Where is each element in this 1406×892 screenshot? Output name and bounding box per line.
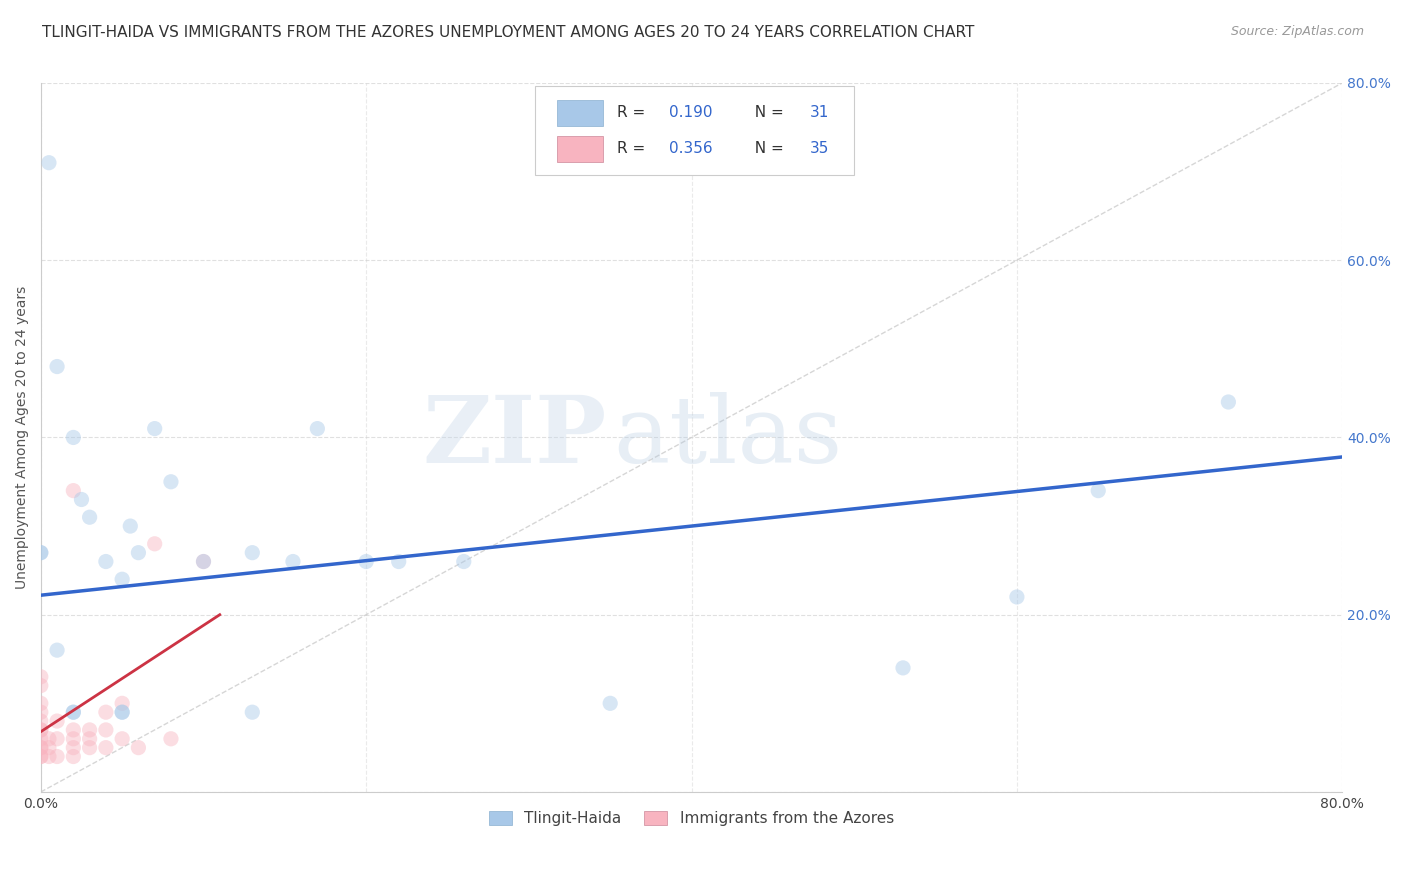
Point xyxy=(111,696,134,710)
Point xyxy=(70,492,93,507)
Point xyxy=(94,555,117,569)
Text: N =: N = xyxy=(745,141,789,156)
Point xyxy=(891,661,914,675)
Point xyxy=(62,705,84,719)
Bar xyxy=(558,136,603,161)
Point xyxy=(160,475,183,489)
Point xyxy=(46,749,69,764)
Text: 35: 35 xyxy=(810,141,830,156)
Text: atlas: atlas xyxy=(613,392,842,483)
FancyBboxPatch shape xyxy=(536,87,855,175)
Point xyxy=(62,740,84,755)
Point xyxy=(307,421,329,435)
Point xyxy=(1087,483,1109,498)
Point xyxy=(193,555,215,569)
Point xyxy=(46,359,69,374)
Point xyxy=(30,740,52,755)
Text: 0.356: 0.356 xyxy=(669,141,713,156)
Point xyxy=(30,740,52,755)
Point xyxy=(354,555,377,569)
Point xyxy=(38,731,60,746)
Point xyxy=(62,430,84,444)
Point xyxy=(30,723,52,737)
Point xyxy=(79,723,101,737)
Point xyxy=(30,749,52,764)
Point xyxy=(143,537,166,551)
Point xyxy=(46,714,69,728)
Point xyxy=(30,731,52,746)
Point xyxy=(193,555,215,569)
Point xyxy=(453,555,475,569)
Point xyxy=(143,421,166,435)
Point xyxy=(120,519,142,533)
Point xyxy=(30,714,52,728)
Point xyxy=(1005,590,1028,604)
Text: 31: 31 xyxy=(810,105,830,120)
Point xyxy=(94,740,117,755)
Point xyxy=(30,670,52,684)
Point xyxy=(38,749,60,764)
Point xyxy=(79,510,101,524)
Point xyxy=(30,546,52,560)
Point xyxy=(30,723,52,737)
Point xyxy=(79,740,101,755)
Point xyxy=(62,731,84,746)
Point xyxy=(388,555,411,569)
Text: R =: R = xyxy=(617,141,651,156)
Point xyxy=(240,705,263,719)
Point xyxy=(30,679,52,693)
Text: 0.190: 0.190 xyxy=(669,105,713,120)
Text: N =: N = xyxy=(745,105,789,120)
Point xyxy=(1218,395,1240,409)
Point xyxy=(62,749,84,764)
Text: ZIP: ZIP xyxy=(423,392,607,483)
Point xyxy=(111,705,134,719)
Bar xyxy=(558,100,603,126)
Point xyxy=(127,740,149,755)
Point xyxy=(62,483,84,498)
Point xyxy=(30,705,52,719)
Text: TLINGIT-HAIDA VS IMMIGRANTS FROM THE AZORES UNEMPLOYMENT AMONG AGES 20 TO 24 YEA: TLINGIT-HAIDA VS IMMIGRANTS FROM THE AZO… xyxy=(42,25,974,40)
Legend: Tlingit-Haida, Immigrants from the Azores: Tlingit-Haida, Immigrants from the Azore… xyxy=(481,804,901,834)
Point xyxy=(46,731,69,746)
Point xyxy=(30,749,52,764)
Point xyxy=(94,723,117,737)
Point xyxy=(30,546,52,560)
Point xyxy=(38,155,60,169)
Point xyxy=(111,705,134,719)
Point xyxy=(127,546,149,560)
Text: R =: R = xyxy=(617,105,651,120)
Point xyxy=(160,731,183,746)
Text: Source: ZipAtlas.com: Source: ZipAtlas.com xyxy=(1230,25,1364,38)
Point xyxy=(599,696,621,710)
Point xyxy=(111,572,134,586)
Point xyxy=(62,723,84,737)
Point xyxy=(111,731,134,746)
Point xyxy=(240,546,263,560)
Point xyxy=(62,705,84,719)
Point xyxy=(46,643,69,657)
Point xyxy=(38,740,60,755)
Y-axis label: Unemployment Among Ages 20 to 24 years: Unemployment Among Ages 20 to 24 years xyxy=(15,285,30,589)
Point xyxy=(30,696,52,710)
Point xyxy=(281,555,304,569)
Point xyxy=(94,705,117,719)
Point xyxy=(79,731,101,746)
